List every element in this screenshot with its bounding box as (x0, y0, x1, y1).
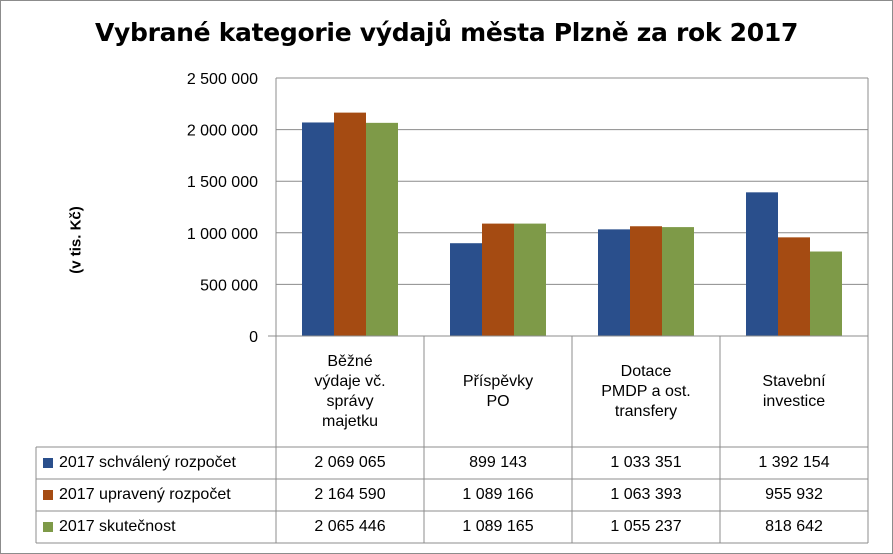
category-label-line: investice (762, 392, 826, 410)
legend-entry: 2017 schválený rozpočet (37, 447, 236, 479)
y-tick-label: 1 500 000 (187, 174, 258, 191)
legend-entry: 2017 skutečnost (37, 511, 176, 543)
data-label: 1 033 351 (610, 454, 682, 471)
data-label: 1 089 165 (462, 518, 534, 535)
data-label: 1 392 154 (758, 454, 830, 471)
legend-entry: 2017 upravený rozpočet (37, 479, 231, 511)
category-label-line: Příspěvky (462, 372, 534, 390)
y-tick-label: 2 500 000 (187, 71, 258, 88)
legend-label: 2017 schválený rozpočet (59, 454, 236, 471)
category-label: Příspěvky PO (424, 372, 572, 412)
data-label: 2 164 590 (314, 486, 386, 503)
bar (302, 122, 334, 336)
category-label-line: PMDP a ost. (601, 382, 691, 400)
category-label: Stavební investice (720, 372, 868, 412)
data-label: 2 069 065 (314, 454, 386, 471)
category-label-line: výdaje vč. (314, 372, 386, 390)
bar (630, 226, 662, 336)
data-label: 955 932 (765, 486, 823, 503)
bar (482, 223, 514, 336)
chart-title: Vybrané kategorie výdajů města Plzně za … (94, 18, 799, 47)
bar (662, 227, 694, 336)
legend-key-swatch (43, 522, 53, 532)
category-label-line: správy (326, 392, 374, 410)
legend-key-swatch (43, 490, 53, 500)
legend-label: 2017 skutečnost (59, 518, 176, 535)
category-label-line: Běžné (327, 352, 373, 370)
bar (598, 229, 630, 336)
data-label: 1 063 393 (610, 486, 682, 503)
y-tick-label: 500 000 (200, 277, 258, 294)
y-tick-label: 1 000 000 (187, 226, 258, 243)
data-label: 2 065 446 (314, 518, 386, 535)
bar (746, 192, 778, 336)
category-label-line: Dotace (620, 362, 672, 380)
category-label-line: majetku (321, 412, 379, 430)
bar (778, 237, 810, 336)
data-label: 1 089 166 (462, 486, 534, 503)
category-label: Běžné výdaje vč. správy majetku (276, 352, 424, 432)
data-label: 818 642 (765, 518, 823, 535)
category-label: Dotace PMDP a ost. transfery (572, 362, 720, 422)
bar (514, 223, 546, 336)
data-label: 899 143 (469, 454, 527, 471)
category-label-line: Stavební (762, 372, 826, 390)
legend-label: 2017 upravený rozpočet (59, 486, 231, 503)
data-label: 1 055 237 (610, 518, 682, 535)
bar (810, 251, 842, 336)
category-label-line: transfery (614, 402, 678, 420)
category-label-line: PO (486, 392, 510, 410)
legend-key-swatch (43, 458, 53, 468)
bar (450, 243, 482, 336)
bar (334, 112, 366, 336)
bar (366, 122, 398, 336)
y-tick-label: 0 (249, 329, 258, 346)
y-tick-label: 2 000 000 (187, 123, 258, 140)
